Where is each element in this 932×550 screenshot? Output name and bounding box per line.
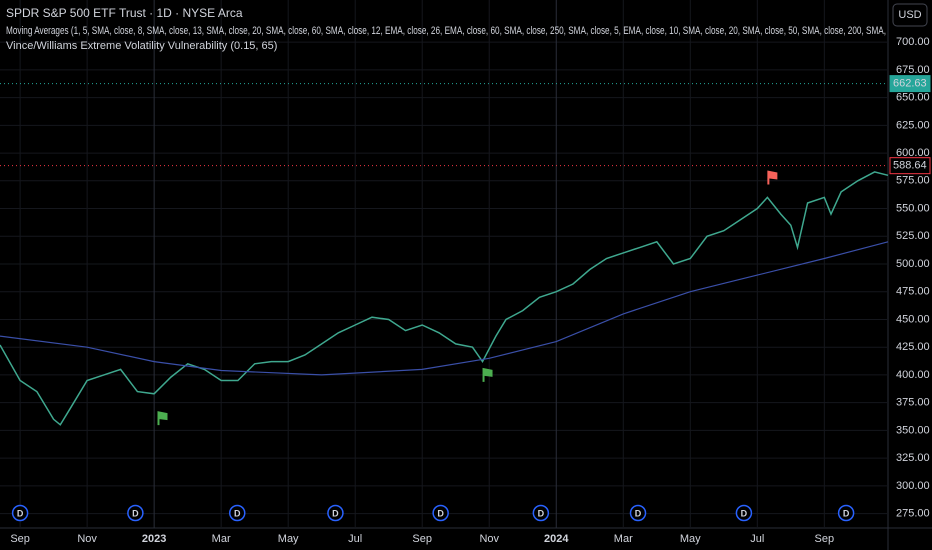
signal-flag [157,411,168,426]
x-tick-label: 2024 [544,533,569,545]
y-tick-label: 375.00 [896,397,930,409]
y-tick-label: 575.00 [896,175,930,187]
price-label: 662.63 [893,78,927,90]
y-tick-label: 675.00 [896,64,930,76]
dividend-marker [629,504,647,522]
y-tick-label: 450.00 [896,313,930,325]
dividend-label: D [17,508,24,518]
chart-title: SPDR S&P 500 ETF Trust · 1D · NYSE Arca [6,6,243,20]
x-tick-label: Sep [815,533,835,545]
dividend-marker [735,504,753,522]
x-tick-label: Jul [750,533,764,545]
series-line [0,241,889,376]
dividend-marker [228,504,246,522]
x-tick-label: May [680,533,701,545]
dividend-label: D [843,508,850,518]
currency-button[interactable] [892,3,928,27]
y-tick-label: 400.00 [896,369,930,381]
x-tick-label: Mar [212,533,231,545]
x-tick-label: Sep [10,533,30,545]
x-tick-label: Sep [412,533,432,545]
series-line [0,171,889,426]
y-tick-label: 600.00 [896,147,930,159]
dividend-label: D [635,508,642,518]
price-label-box [889,75,931,93]
x-tick-label: 2023 [142,533,166,545]
signal-flag [482,367,493,382]
y-tick-label: 625.00 [896,119,930,131]
dividend-marker [532,504,550,522]
dividend-marker [127,504,144,522]
dividend-label: D [437,508,444,518]
y-tick-label: 550.00 [896,202,930,214]
dividend-marker [11,504,29,522]
dividend-label: D [132,508,139,518]
price-label-box [889,157,931,175]
dividend-marker [837,504,855,522]
indicator-text: Vince/Williams Extreme Volatility Vulner… [6,40,277,52]
indicator-text: Moving Averages (1, 5, SMA, close, 8, SM… [6,25,886,37]
currency-button-label[interactable]: USD [898,9,921,21]
y-tick-label: 525.00 [896,230,930,242]
y-tick-label: 500.00 [896,258,930,270]
dividend-label: D [332,508,339,518]
x-tick-label: Nov [77,533,97,545]
price-label: 588.64 [893,160,927,172]
x-tick-label: May [278,533,299,545]
x-tick-label: Nov [479,533,499,545]
y-tick-label: 300.00 [896,480,930,492]
y-tick-label: 700.00 [896,36,930,48]
y-tick-label: 325.00 [896,452,930,464]
dividend-marker [432,504,449,522]
y-tick-label: 475.00 [896,286,930,298]
dividend-label: D [234,508,241,518]
y-tick-label: 275.00 [896,507,930,519]
dividend-marker [327,504,344,522]
y-tick-label: 425.00 [896,341,930,353]
x-tick-label: Mar [614,533,633,545]
dividend-label: D [741,508,748,518]
dividend-label: D [538,508,545,518]
signal-flag [767,170,778,185]
y-tick-label: 650.00 [896,92,930,104]
y-tick-label: 350.00 [896,424,930,436]
x-tick-label: Jul [348,533,362,545]
